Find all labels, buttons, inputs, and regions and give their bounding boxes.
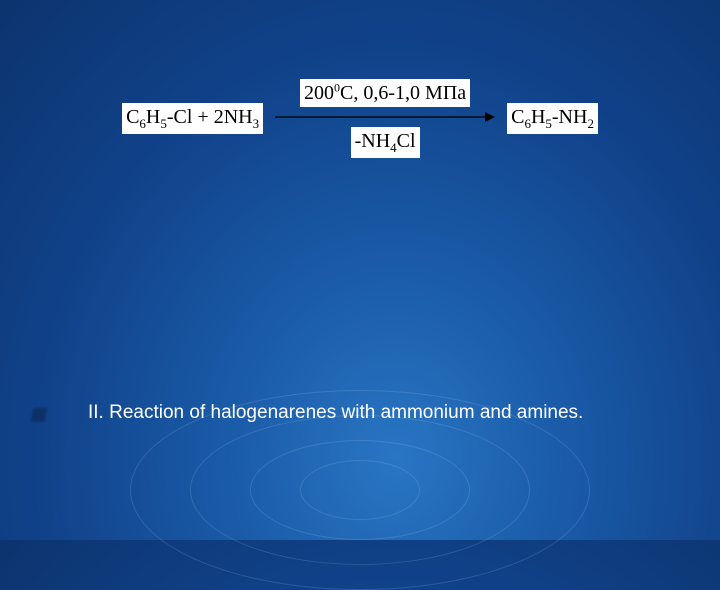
reactant-formula: C6H5-Cl + 2NH3 bbox=[122, 103, 263, 134]
slide-caption: II. Reaction of halogenarenes with ammon… bbox=[88, 400, 583, 426]
product-formula: C6H5-NH2 bbox=[507, 103, 598, 134]
conditions-above: 2000C, 0,6-1,0 МПа bbox=[300, 79, 470, 108]
reaction-equation: X C6H5-Cl + 2NH3 X 2000C, 0,6-1,0 МПа -N… bbox=[0, 72, 720, 165]
bullet-shadow-icon bbox=[31, 408, 48, 422]
ripple-ring bbox=[250, 440, 470, 540]
equation-row: X C6H5-Cl + 2NH3 X 2000C, 0,6-1,0 МПа -N… bbox=[122, 72, 598, 165]
product-text: C6H5-NH2 bbox=[511, 106, 594, 128]
reactant-stack: X C6H5-Cl + 2NH3 X bbox=[122, 72, 263, 165]
conditions-below: -NH4Cl bbox=[351, 127, 420, 158]
caption-text: II. Reaction of halogenarenes with ammon… bbox=[88, 402, 583, 423]
conditions-below-text: -NH4Cl bbox=[355, 130, 416, 152]
conditions-above-text: 2000C, 0,6-1,0 МПа bbox=[304, 82, 466, 104]
ripple-ring bbox=[300, 460, 420, 520]
reaction-arrow-icon bbox=[275, 110, 495, 124]
product-stack: X C6H5-NH2 X bbox=[507, 72, 598, 165]
arrow-stack: 2000C, 0,6-1,0 МПа -NH4Cl bbox=[275, 79, 495, 158]
ripple-ring bbox=[190, 415, 530, 565]
reactant-text: C6H5-Cl + 2NH3 bbox=[126, 106, 259, 128]
